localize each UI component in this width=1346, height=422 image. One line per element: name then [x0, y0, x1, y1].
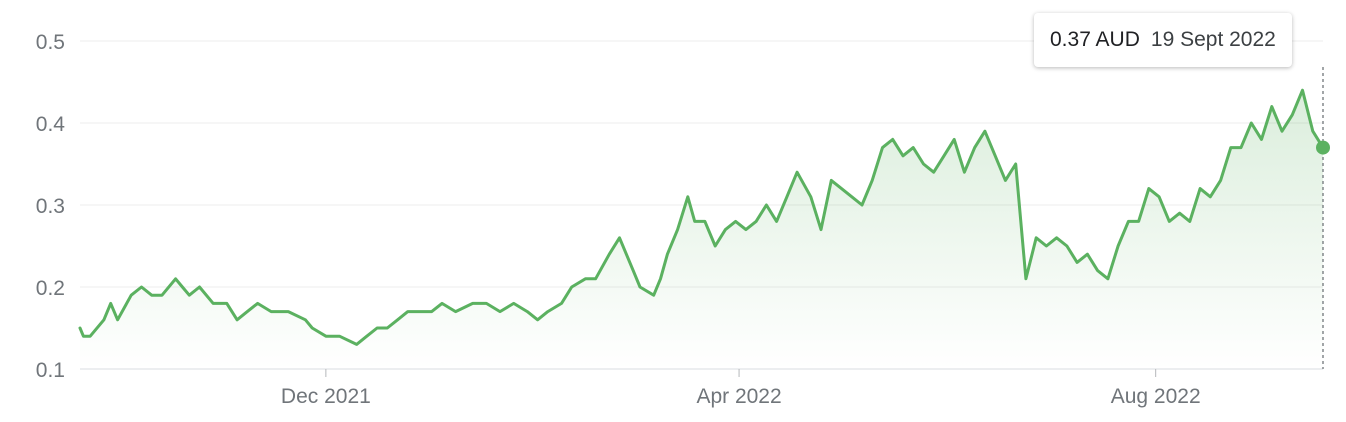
x-axis: Dec 2021 Apr 2022 Aug 2022 [281, 369, 1201, 408]
price-area [80, 90, 1323, 369]
y-tick-label: 0.2 [36, 277, 65, 300]
hover-point[interactable] [1316, 140, 1330, 155]
y-axis: 0.1 0.2 0.3 0.4 0.5 [36, 31, 66, 382]
y-tick-label: 0.1 [36, 359, 65, 382]
x-tick-label: Apr 2022 [696, 385, 781, 408]
price-line [78, 88, 1325, 346]
x-tick-label: Dec 2021 [281, 385, 371, 408]
tooltip-date: 19 Sept 2022 [1150, 28, 1276, 51]
x-tick-label: Aug 2022 [1111, 385, 1201, 408]
y-tick-label: 0.5 [36, 31, 65, 54]
y-tick-label: 0.3 [36, 195, 65, 218]
hover-tooltip: 0.37 AUD 19 Sept 2022 [1034, 13, 1292, 67]
y-tick-label: 0.4 [36, 113, 66, 136]
tooltip-value: 0.37 AUD [1050, 28, 1140, 51]
